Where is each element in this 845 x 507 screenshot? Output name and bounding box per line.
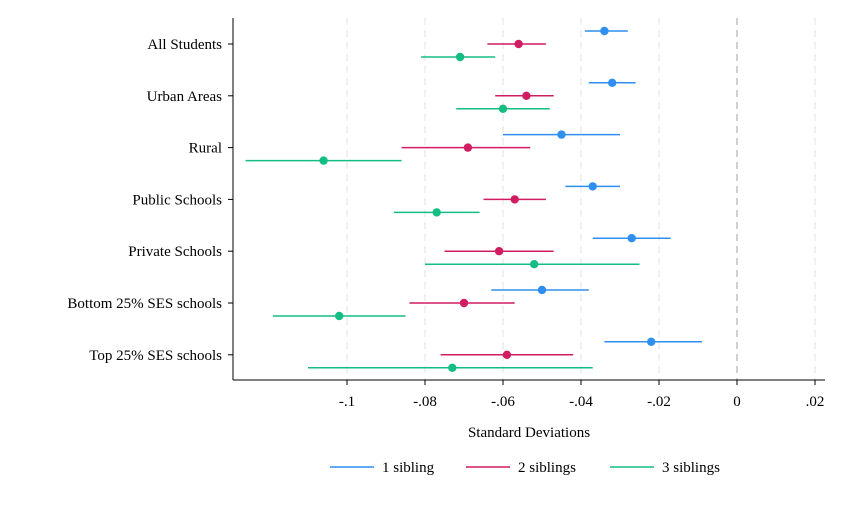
point-estimate xyxy=(647,337,656,346)
x-tick-label: -.08 xyxy=(413,394,437,410)
point-estimate xyxy=(463,143,473,152)
point-estimate xyxy=(459,298,469,308)
x-axis-title: Standard Deviations xyxy=(468,425,590,441)
category-labels: All Students Urban Areas Rural Public Schoo… xyxy=(67,37,233,364)
series-marks xyxy=(245,26,702,372)
x-tick-label: -.02 xyxy=(647,394,671,410)
point-estimate xyxy=(608,78,617,88)
series-3 xyxy=(245,52,640,372)
point-estimate xyxy=(335,311,344,321)
point-estimate xyxy=(432,208,441,217)
legend-item: 2 siblings xyxy=(466,460,576,476)
category-label: Private Schools xyxy=(128,244,222,260)
x-ticks: -.1 -.08 -.06 -.04 -.02 0 .02 xyxy=(339,380,825,410)
x-tick-label: -.06 xyxy=(491,394,515,410)
point-estimate xyxy=(557,130,566,139)
x-tick-label: -.04 xyxy=(569,394,593,410)
legend-item: 3 siblings xyxy=(610,460,720,476)
point-estimate xyxy=(498,104,508,114)
point-estimate xyxy=(522,91,531,101)
category-label: Public Schools xyxy=(132,192,222,208)
legend-label: 3 siblings xyxy=(662,460,720,476)
gridlines xyxy=(346,18,816,380)
x-tick-label: 0 xyxy=(733,394,741,410)
category-label: All Students xyxy=(147,37,222,53)
legend-item: 1 sibling xyxy=(330,460,435,476)
category-label: Top 25% SES schools xyxy=(89,348,222,364)
category-label: Urban Areas xyxy=(147,89,223,105)
series-1 xyxy=(491,26,702,346)
category-label: Bottom 25% SES schools xyxy=(67,296,222,312)
category-label: Rural xyxy=(189,141,222,157)
point-estimate xyxy=(588,182,597,191)
series-2 xyxy=(401,39,574,359)
legend-label: 1 sibling xyxy=(382,460,435,476)
point-estimate xyxy=(448,363,457,372)
point-estimate xyxy=(514,39,523,49)
legend-label: 2 siblings xyxy=(518,460,576,476)
point-estimate xyxy=(530,260,539,269)
x-tick-label: -.1 xyxy=(339,394,355,410)
point-estimate xyxy=(510,195,519,204)
point-estimate xyxy=(600,26,609,36)
point-estimate xyxy=(537,285,547,295)
point-estimate xyxy=(455,52,465,62)
point-estimate xyxy=(627,234,636,243)
legend: 1 sibling 2 siblings 3 siblings xyxy=(330,460,720,476)
point-estimate xyxy=(502,350,512,359)
x-tick-label: .02 xyxy=(806,394,825,410)
point-estimate xyxy=(494,247,504,256)
point-estimate xyxy=(319,156,328,165)
